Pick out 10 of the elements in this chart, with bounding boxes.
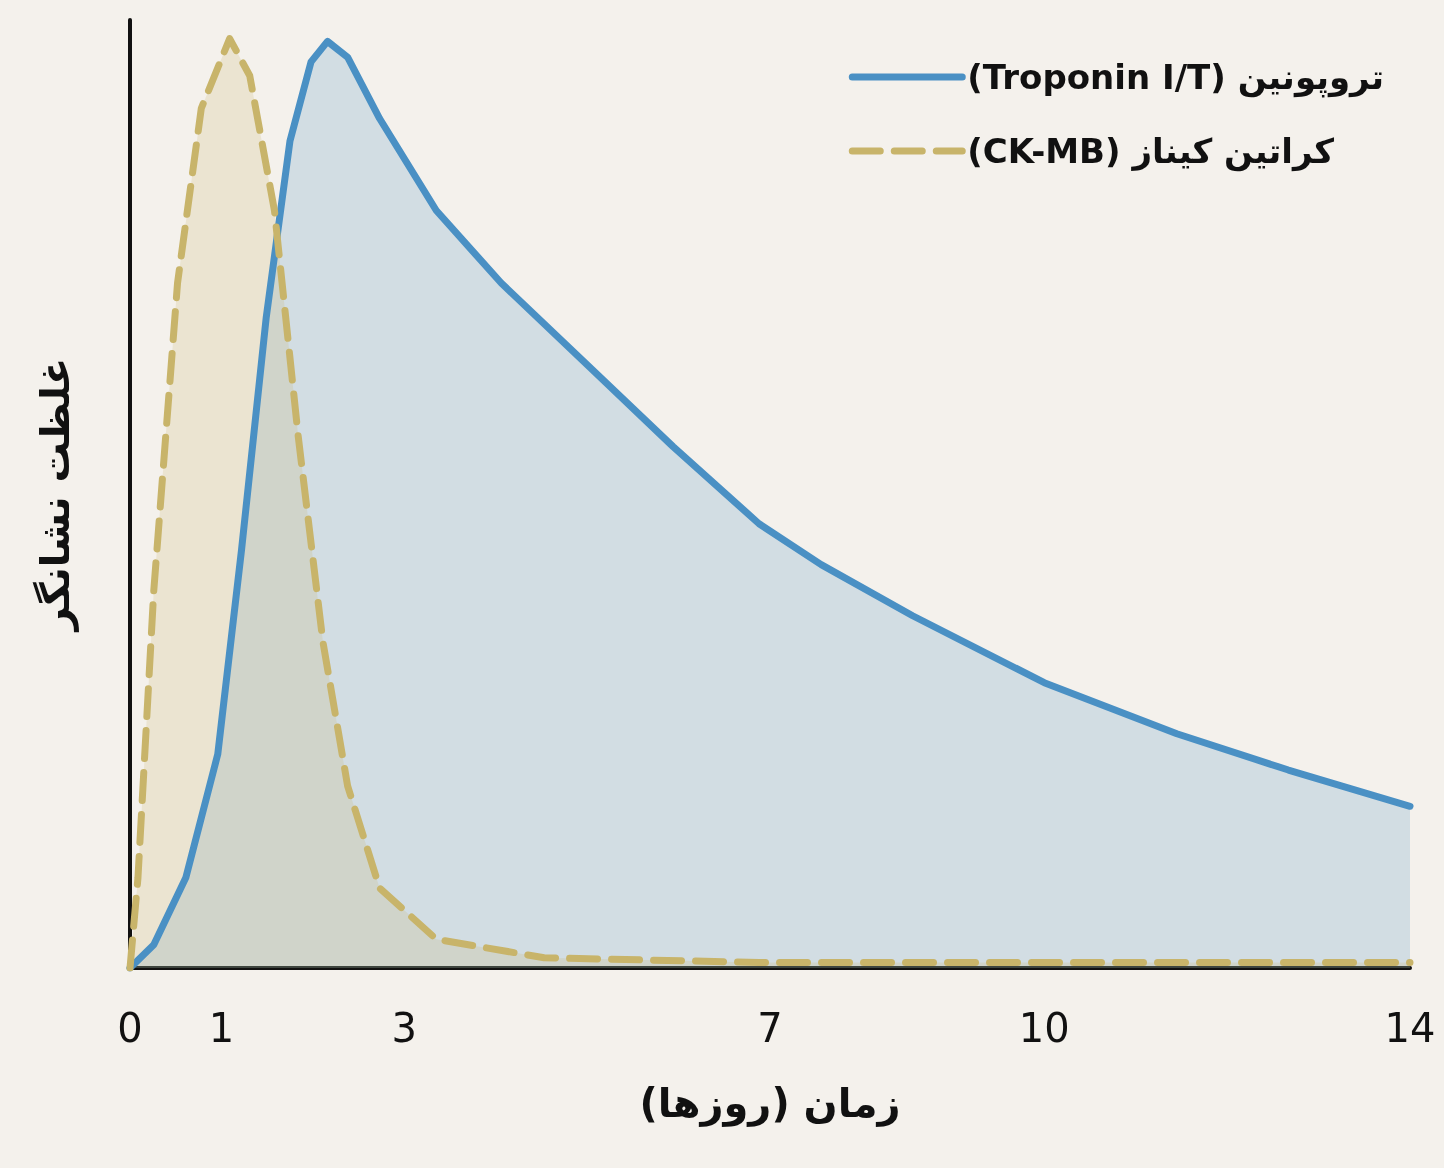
x-tick-label: 10 [1018,1005,1070,1051]
x-axis-title: زمان (روزها) [639,1080,901,1127]
x-tick-label: 3 [391,1005,418,1051]
x-tick-label: 14 [1384,1005,1436,1051]
legend-label: تروپونین (Troponin I/T) [967,57,1385,98]
x-tick-label: 0 [117,1005,143,1051]
y-axis-title: غلظت نشانگر [32,357,79,633]
x-tick-label: 1 [208,1005,235,1051]
x-tick-label: 7 [757,1005,783,1051]
legend-label: کراتین کیناز (CK-MB) [967,131,1335,172]
